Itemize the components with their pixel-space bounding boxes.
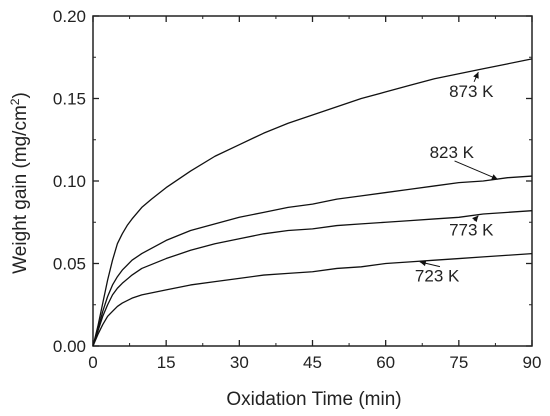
series-label-leader-1 [454,160,499,180]
series-line-3 [92,252,533,347]
series-annotations: 873 K 823 K 773 K 723 K [415,71,499,286]
series-line-0 [92,58,533,347]
y-axis-title: Weight gain (mg/cm2) [8,92,31,274]
x-tick-label: 15 [157,353,176,372]
series-line-1 [92,175,533,347]
y-tick-label: 0.00 [53,337,86,356]
plot-border [92,15,533,347]
x-axis-title: Oxidation Time (min) [226,389,401,410]
y-axis-ticks: 0.00 0.05 0.10 0.15 0.20 [53,7,532,356]
series-line-2 [92,210,533,347]
y-axis-title-end: ) [10,92,31,98]
x-tick-label: 90 [523,353,542,372]
x-tick-label: 30 [230,353,249,372]
series-label-1: 823 K [430,143,475,162]
x-tick-label: 75 [449,353,468,372]
x-tick-label: 0 [88,353,97,372]
y-tick-label: 0.20 [53,7,86,26]
plot-frame [92,15,533,347]
y-axis-title-main: Weight gain (mg/cm [10,105,31,274]
series-label-arrowhead-2 [472,215,479,223]
y-tick-label: 0.05 [53,255,86,274]
y-tick-label: 0.10 [53,172,86,191]
series-lines [92,58,533,347]
y-axis-title-superscript: 2 [8,98,22,105]
series-label-arrowhead-0 [473,72,479,79]
x-axis-ticks: 0 15 30 45 60 75 90 [88,16,541,372]
series-label-arrowhead-3 [419,260,427,267]
x-tick-label: 45 [303,353,322,372]
series-label-0: 873 K [449,82,494,101]
y-tick-label: 0.15 [53,90,86,109]
series-label-arrowhead-1 [491,174,498,180]
series-label-3: 723 K [415,267,460,286]
x-tick-label: 60 [376,353,395,372]
series-label-2: 773 K [449,220,494,239]
